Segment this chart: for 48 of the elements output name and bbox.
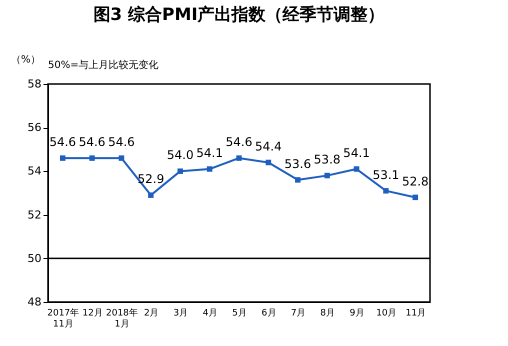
text: 54.6 [78,135,106,150]
point [206,166,212,172]
x-tick-label: 2018年 1月 [106,308,138,330]
x-tick-label: 12月 [82,308,103,318]
text: 52.9 [137,172,164,186]
y-tick-label: 58 [28,78,42,90]
x-tick-label: 3月 [173,308,188,318]
x-tick-label: 6月 [262,308,276,318]
x-tick-label: 7月 [290,308,306,318]
text: 52.8 [402,174,429,188]
text: 54.6 [108,135,135,150]
point [60,155,66,161]
point [236,155,242,161]
text: 54.0 [166,148,194,162]
text: 54.6 [226,135,252,150]
point [354,166,360,172]
text: 50%=与上月比较无变化 [48,59,159,71]
point [324,172,330,178]
x-tick-label: 2月 [144,308,159,318]
point [412,194,418,200]
x-tick-label: 10月 [376,308,397,318]
point [89,155,95,161]
x-tick-label: 8月 [320,308,336,318]
y-tick-label: 50 [28,252,42,265]
point [177,168,183,174]
text: 53.8 [314,152,341,167]
y-tick-label: 52 [28,208,42,222]
text: 54.1 [196,146,223,160]
point [266,160,272,166]
point [118,155,124,161]
point [148,192,154,198]
y-tick-label: 54 [28,164,42,178]
text: 53.6 [284,156,312,171]
x-tick-label: 5月 [232,308,247,318]
point [295,177,301,183]
chart-title: 图3 综合PMI产出指数（经季节调整） [93,5,385,25]
y-tick-label: 48 [28,296,42,308]
point [383,188,389,194]
text: 53.1 [372,168,400,182]
x-tick-label: 2017年 11月 [47,308,80,330]
y-tick-label: 56 [28,121,42,134]
x-tick-label: 11月 [406,308,426,318]
x-tick-label: 4月 [202,308,218,318]
y-axis-title: （%） [10,54,40,66]
text: 54.1 [343,146,370,160]
x-tick-label: 9月 [350,308,364,318]
text: 54.4 [255,139,282,154]
text: 54.6 [49,135,76,150]
